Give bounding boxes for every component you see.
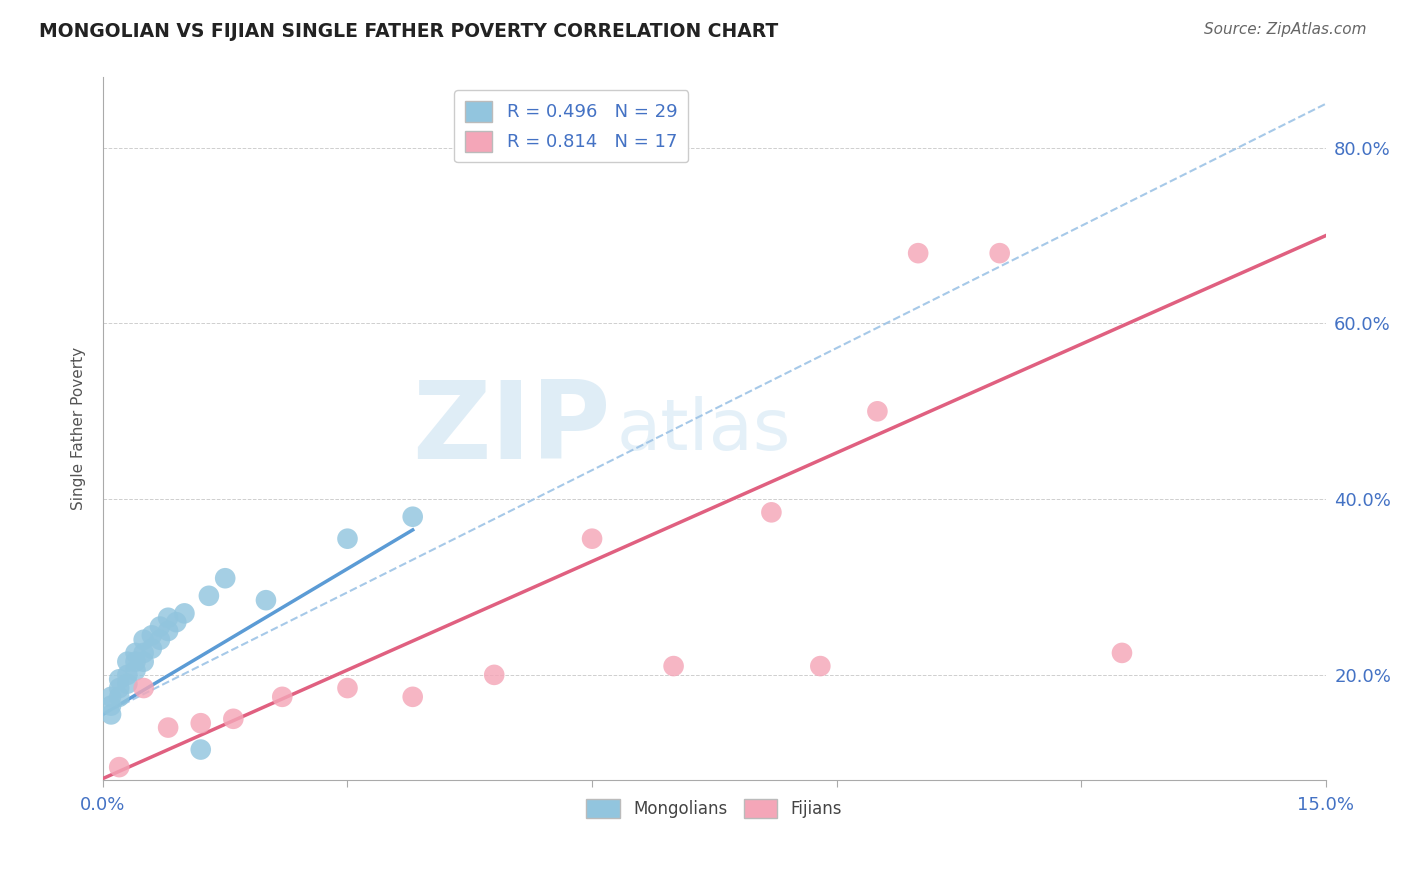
Point <box>141 628 163 642</box>
Point <box>149 619 172 633</box>
Point <box>190 742 212 756</box>
Point <box>117 655 139 669</box>
Point <box>132 632 155 647</box>
Point <box>108 673 131 687</box>
Point <box>157 611 180 625</box>
Point <box>157 624 180 638</box>
Point <box>1111 646 1133 660</box>
Point <box>336 532 359 546</box>
Point <box>907 246 929 260</box>
Point <box>132 681 155 695</box>
Point <box>108 760 131 774</box>
Point <box>100 707 122 722</box>
Point <box>402 690 425 704</box>
Legend: Mongolians, Fijians: Mongolians, Fijians <box>579 792 849 825</box>
Point <box>141 641 163 656</box>
Point <box>808 659 831 673</box>
Point <box>484 668 506 682</box>
Point <box>662 659 685 673</box>
Point <box>117 676 139 690</box>
Point <box>149 632 172 647</box>
Point <box>988 246 1011 260</box>
Point <box>108 681 131 695</box>
Y-axis label: Single Father Poverty: Single Father Poverty <box>72 347 86 510</box>
Text: ZIP: ZIP <box>412 376 610 482</box>
Point <box>132 646 155 660</box>
Point <box>165 615 187 629</box>
Point <box>402 509 425 524</box>
Point <box>117 668 139 682</box>
Point <box>100 690 122 704</box>
Point <box>222 712 245 726</box>
Text: MONGOLIAN VS FIJIAN SINGLE FATHER POVERTY CORRELATION CHART: MONGOLIAN VS FIJIAN SINGLE FATHER POVERT… <box>39 22 779 41</box>
Point <box>108 690 131 704</box>
Point <box>132 655 155 669</box>
Point <box>866 404 889 418</box>
Text: atlas: atlas <box>616 396 792 466</box>
Point <box>173 607 195 621</box>
Point <box>761 505 783 519</box>
Point <box>124 664 146 678</box>
Point <box>271 690 294 704</box>
Point <box>198 589 221 603</box>
Point <box>214 571 236 585</box>
Point <box>124 646 146 660</box>
Point <box>124 655 146 669</box>
Text: Source: ZipAtlas.com: Source: ZipAtlas.com <box>1204 22 1367 37</box>
Point <box>254 593 277 607</box>
Point <box>157 721 180 735</box>
Point <box>336 681 359 695</box>
Point <box>190 716 212 731</box>
Point <box>581 532 603 546</box>
Point <box>100 698 122 713</box>
